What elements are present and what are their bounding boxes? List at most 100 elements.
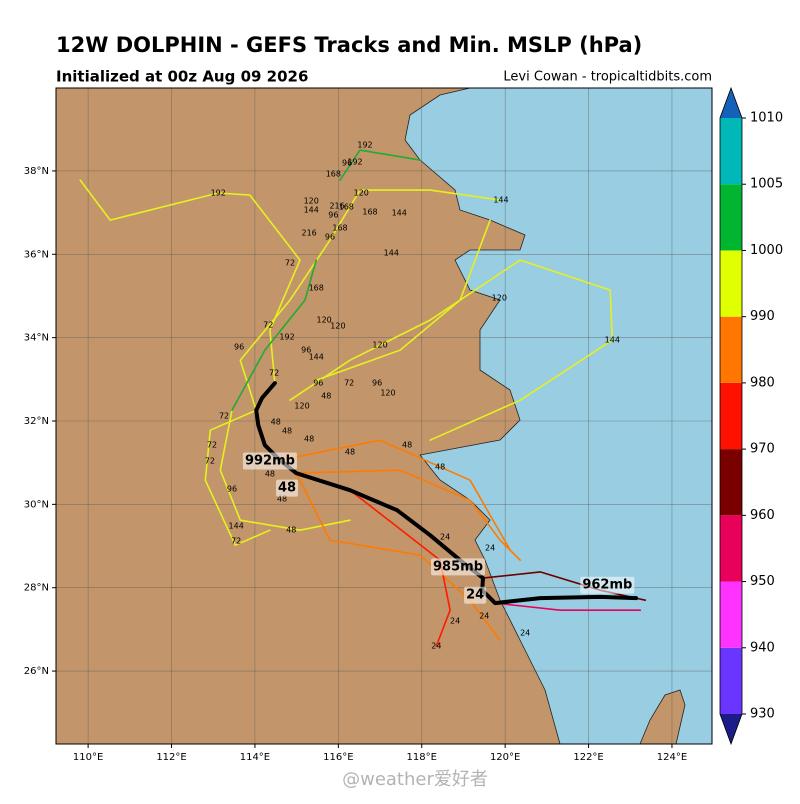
track-label: 72 bbox=[205, 457, 215, 466]
member-track bbox=[79, 179, 301, 384]
y-tick-label: 34°N bbox=[24, 333, 49, 344]
colorbar-tick-label: 960 bbox=[750, 508, 775, 523]
track-label: 192 bbox=[211, 189, 226, 198]
track-label: 216 bbox=[302, 229, 317, 238]
track-label: 96 bbox=[328, 211, 338, 220]
track-label: 144 bbox=[493, 196, 508, 205]
track-label: 72 bbox=[207, 441, 217, 450]
track-label: 120 bbox=[380, 389, 395, 398]
track-label: 96 bbox=[372, 379, 382, 388]
x-tick-label: 110°E bbox=[73, 752, 103, 763]
subtitle: Initialized at 00z Aug 09 2026 bbox=[56, 68, 308, 86]
mean-track bbox=[254, 381, 639, 606]
track-label: 192 bbox=[279, 332, 294, 341]
member-track bbox=[231, 259, 317, 411]
colorbar-segment bbox=[720, 515, 742, 582]
member-track bbox=[239, 189, 501, 411]
track-label: 96 bbox=[325, 232, 335, 241]
colorbar-tick-label: 1005 bbox=[750, 177, 783, 192]
track-label: 72 bbox=[285, 259, 295, 268]
track-label: 48 bbox=[271, 417, 281, 426]
y-tick-label: 32°N bbox=[24, 416, 49, 427]
track-label: 216 bbox=[329, 201, 344, 210]
track-label: 72 bbox=[269, 369, 279, 378]
track-label: 96 bbox=[227, 484, 237, 493]
colorbar-under bbox=[720, 714, 742, 744]
colorbar-tick-label: 1010 bbox=[750, 111, 783, 126]
track-label: 168 bbox=[362, 207, 377, 216]
annotation-box bbox=[580, 576, 635, 594]
colorbar-segment bbox=[720, 382, 742, 450]
track-label: 24 bbox=[520, 629, 530, 638]
track-label: 144 bbox=[384, 249, 399, 258]
annotation: 992mb bbox=[245, 454, 295, 469]
track-label: 48 bbox=[321, 391, 331, 400]
colorbar-tick-label: 980 bbox=[750, 375, 775, 390]
track-label: 72 bbox=[231, 537, 241, 546]
track-label: 192 bbox=[357, 141, 372, 150]
track-label: 144 bbox=[309, 352, 324, 361]
colorbar-tick-label: 950 bbox=[750, 574, 775, 589]
credit: Levi Cowan - tropicaltidbits.com bbox=[503, 70, 712, 85]
member-track bbox=[289, 259, 614, 441]
track-label: 24 bbox=[440, 532, 450, 541]
colorbar-over bbox=[720, 88, 742, 118]
track-label: 24 bbox=[479, 612, 489, 621]
track-label: 96 bbox=[313, 379, 323, 388]
track-label: 120 bbox=[304, 196, 319, 205]
member-track bbox=[219, 409, 351, 531]
colorbar-segment bbox=[720, 449, 742, 516]
colorbar-tick-label: 990 bbox=[750, 309, 775, 324]
track-label: 168 bbox=[309, 284, 324, 293]
annotation-box bbox=[464, 586, 487, 604]
track-label: 120 bbox=[294, 401, 309, 410]
annotation-box bbox=[242, 452, 297, 470]
track-label: 168 bbox=[326, 169, 341, 178]
colorbar-segment bbox=[720, 647, 742, 714]
track-label: 120 bbox=[372, 341, 387, 350]
track-label: 144 bbox=[392, 209, 407, 218]
colorbar-segment bbox=[720, 250, 742, 317]
track-label: 120 bbox=[354, 189, 369, 198]
track-label: 24 bbox=[450, 617, 460, 626]
track-label: 168 bbox=[332, 224, 347, 233]
track-label: 24 bbox=[485, 544, 495, 553]
x-tick-label: 124°E bbox=[657, 752, 687, 763]
member-track bbox=[339, 149, 421, 181]
y-tick-label: 30°N bbox=[24, 499, 49, 510]
track-label: 144 bbox=[605, 336, 620, 345]
colorbar-tick-label: 930 bbox=[750, 707, 775, 722]
track-label: 120 bbox=[492, 294, 507, 303]
track-label: 48 bbox=[304, 434, 314, 443]
colorbar-segment bbox=[720, 316, 742, 383]
member-track bbox=[295, 469, 521, 561]
track-label: 72 bbox=[263, 321, 273, 330]
x-tick-label: 112°E bbox=[156, 752, 186, 763]
track-label: 48 bbox=[282, 427, 292, 436]
track-label: 96 bbox=[342, 159, 352, 168]
member-track bbox=[279, 439, 511, 551]
x-tick-label: 120°E bbox=[490, 752, 520, 763]
colorbar-tick-label: 970 bbox=[750, 442, 775, 457]
x-tick-label: 114°E bbox=[240, 752, 270, 763]
member-track bbox=[315, 219, 491, 381]
y-tick-label: 38°N bbox=[24, 166, 49, 177]
colorbar-tick-label: 940 bbox=[750, 640, 775, 655]
annotation: 48 bbox=[278, 481, 296, 496]
y-tick-label: 28°N bbox=[24, 583, 49, 594]
taiwan bbox=[639, 689, 686, 744]
colorbar-segment bbox=[720, 184, 742, 251]
track-label: 120 bbox=[330, 321, 345, 330]
annotation: 985mb bbox=[433, 559, 483, 574]
y-tick-label: 26°N bbox=[24, 666, 49, 677]
member-track bbox=[349, 489, 451, 647]
track-label: 144 bbox=[304, 206, 319, 215]
colorbar-segment bbox=[720, 118, 742, 185]
x-tick-label: 116°E bbox=[323, 752, 353, 763]
track-label: 48 bbox=[286, 526, 296, 535]
member-track bbox=[482, 571, 647, 601]
map-frame bbox=[55, 87, 713, 745]
x-tick-label: 122°E bbox=[573, 752, 603, 763]
